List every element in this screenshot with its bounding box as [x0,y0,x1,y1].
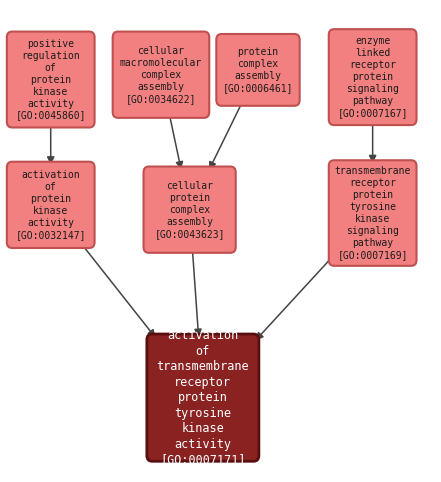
Text: transmembrane
receptor
protein
tyrosine
kinase
signaling
pathway
[GO:0007169]: transmembrane receptor protein tyrosine … [334,166,411,260]
FancyBboxPatch shape [112,32,209,118]
Text: positive
regulation
of
protein
kinase
activity
[GO:0045860]: positive regulation of protein kinase ac… [15,39,86,120]
FancyBboxPatch shape [144,167,235,253]
Text: activation
of
transmembrane
receptor
protein
tyrosine
kinase
activity
[GO:000717: activation of transmembrane receptor pro… [157,329,249,466]
FancyBboxPatch shape [329,29,416,125]
Text: activation
of
protein
kinase
activity
[GO:0032147]: activation of protein kinase activity [G… [15,170,86,240]
FancyBboxPatch shape [329,160,416,266]
Text: cellular
macromolecular
complex
assembly
[GO:0034622]: cellular macromolecular complex assembly… [120,46,202,104]
Text: cellular
protein
complex
assembly
[GO:0043623]: cellular protein complex assembly [GO:00… [154,181,225,239]
Text: protein
complex
assembly
[GO:0006461]: protein complex assembly [GO:0006461] [223,47,293,93]
FancyBboxPatch shape [147,334,259,461]
Text: enzyme
linked
receptor
protein
signaling
pathway
[GO:0007167]: enzyme linked receptor protein signaling… [337,36,408,118]
FancyBboxPatch shape [7,162,94,248]
FancyBboxPatch shape [7,32,94,128]
FancyBboxPatch shape [216,34,300,106]
